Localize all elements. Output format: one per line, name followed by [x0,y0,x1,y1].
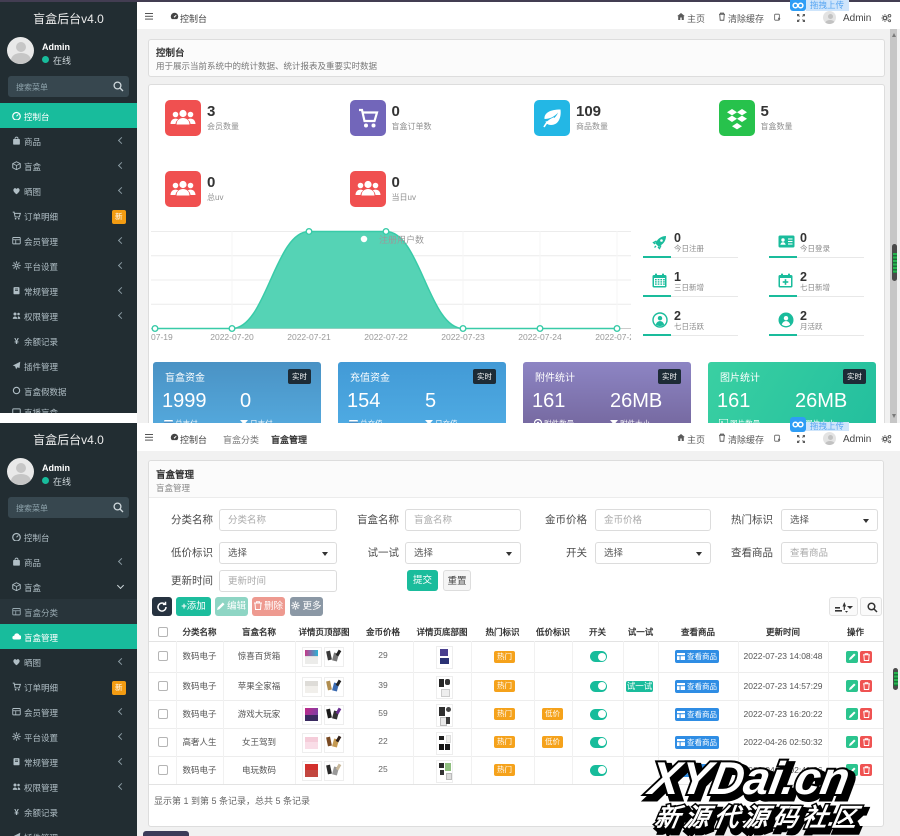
svg-text:¥: ¥ [14,337,19,345]
svg-text:XYDai.cn: XYDai.cn [647,756,858,808]
svg-text:07-19: 07-19 [151,332,173,342]
svg-text:¥: ¥ [14,808,19,816]
svg-text:2022-07-25: 2022-07-25 [595,332,631,342]
svg-text:2022-07-22: 2022-07-22 [364,332,408,342]
svg-text:XYDai.cn: XYDai.cn [642,752,853,804]
svg-text:新源代源码社区: 新源代源码社区 [652,804,863,832]
svg-text:2022-07-21: 2022-07-21 [287,332,331,342]
svg-text:新源代源码社区: 新源代源码社区 [656,808,867,836]
svg-text:2022-07-24: 2022-07-24 [518,332,562,342]
svg-text:2022-07-23: 2022-07-23 [441,332,485,342]
svg-text:注册用户数: 注册用户数 [379,234,424,245]
svg-text:2022-07-20: 2022-07-20 [210,332,254,342]
